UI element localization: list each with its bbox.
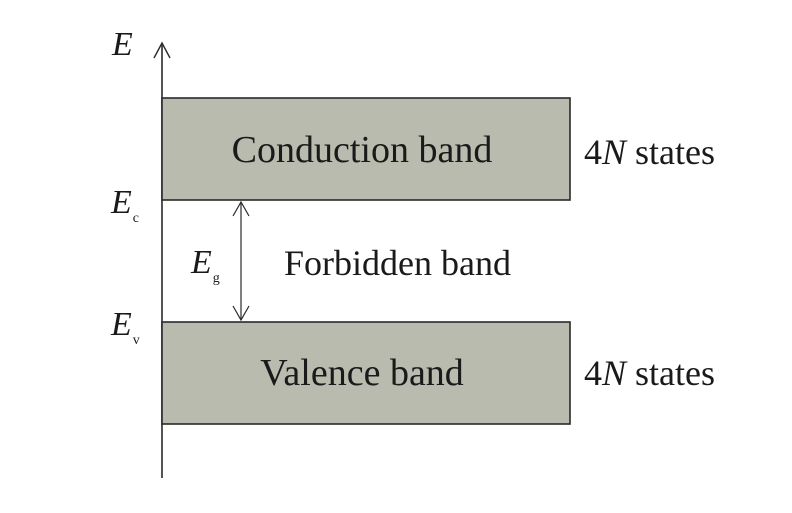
conduction-band-states: 4N states: [584, 134, 715, 170]
conduction-edge-label: Ec: [111, 184, 139, 226]
valence-edge-label: Ev: [111, 306, 140, 348]
conduction-states-suffix: states: [626, 132, 715, 172]
valence-states-suffix: states: [626, 353, 715, 393]
energy-axis-arrowhead: [153, 41, 171, 59]
valence-edge-subscript: v: [132, 333, 140, 348]
energy-axis-label: E: [112, 28, 133, 62]
energy-axis-symbol: E: [112, 26, 133, 63]
valence-band-states: 4N states: [584, 355, 715, 391]
band-gap-symbol: E: [191, 244, 212, 281]
forbidden-band-label: Forbidden band: [284, 243, 511, 283]
conduction-edge-subscript: c: [132, 211, 139, 226]
band-gap-label: Eg: [191, 244, 220, 286]
valence-states-count: 4: [584, 353, 602, 393]
valence-band-rect: [161, 321, 571, 425]
band-gap-arrowhead-bottom: [232, 305, 250, 322]
valence-states-variable: N: [602, 353, 627, 393]
conduction-states-count: 4: [584, 132, 602, 172]
band-gap-subscript: g: [212, 271, 220, 286]
conduction-band-rect: [161, 97, 571, 201]
conduction-band-label: Conduction band: [231, 129, 493, 171]
valence-band-label: Valence band: [260, 352, 464, 394]
conduction-states-variable: N: [602, 132, 627, 172]
conduction-edge-symbol: E: [111, 184, 132, 221]
band-gap-arrowhead-top: [232, 200, 250, 217]
valence-edge-symbol: E: [111, 306, 132, 343]
